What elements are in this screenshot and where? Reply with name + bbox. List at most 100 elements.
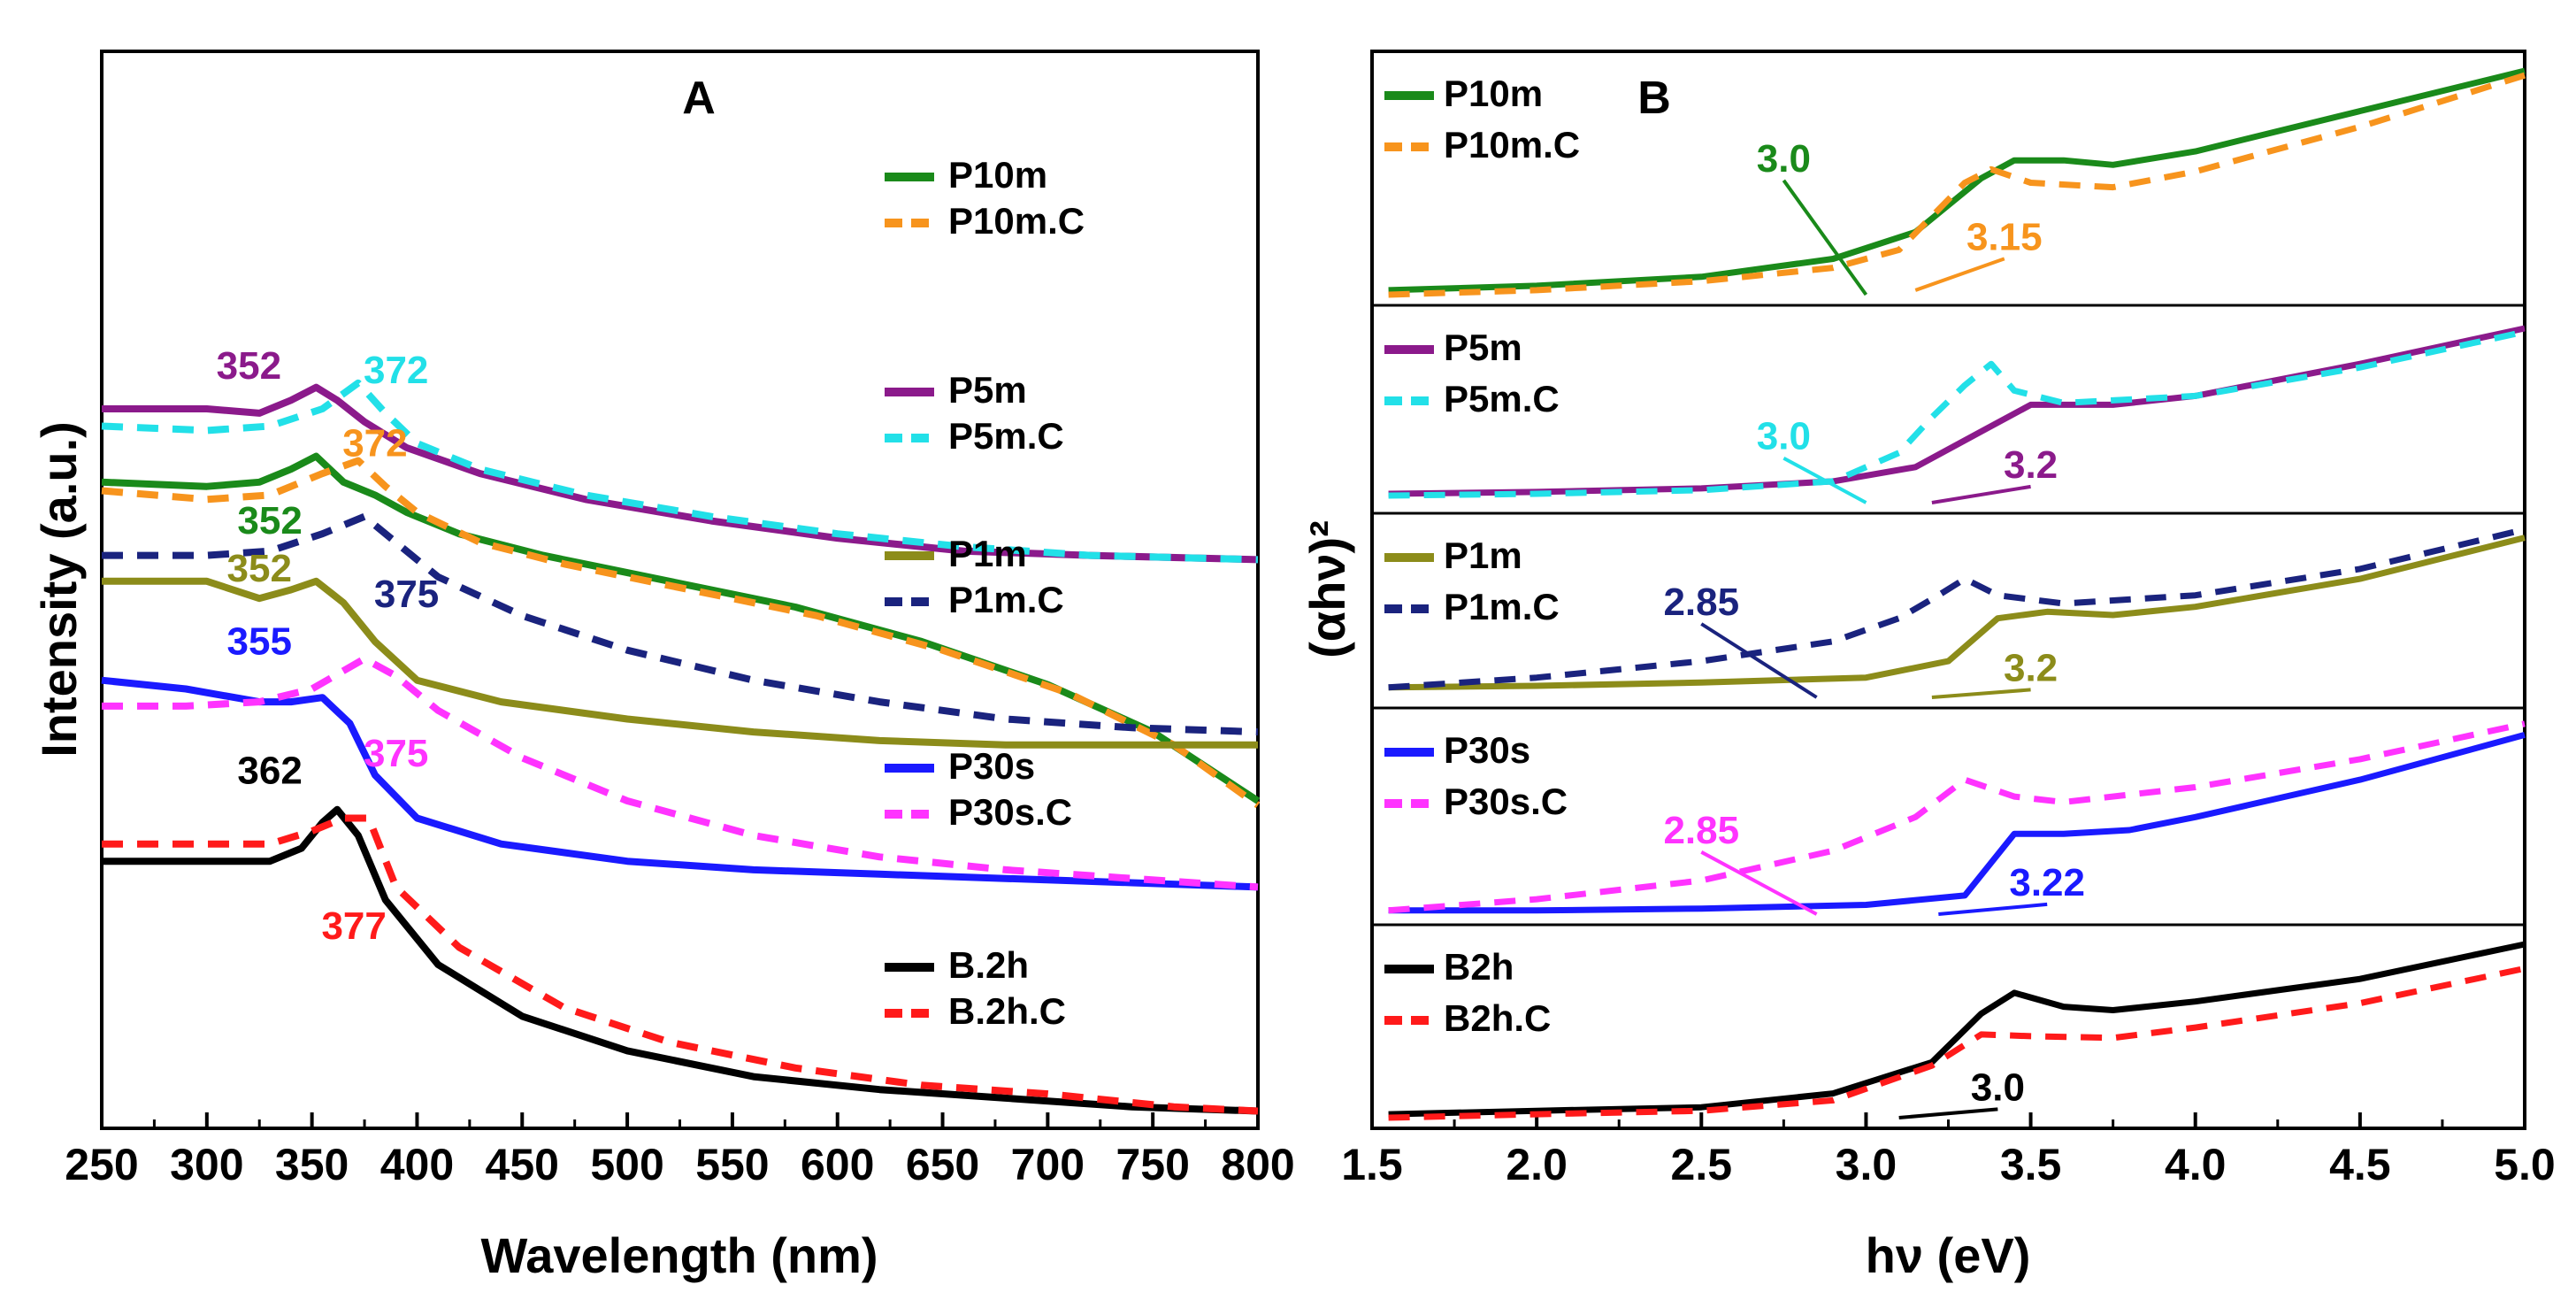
bandgap-arrow: [1782, 179, 1868, 296]
peak-label: 372: [364, 349, 428, 392]
peak-label: 375: [364, 732, 428, 775]
x-tick-label: 250: [65, 1140, 138, 1189]
panel-b-series: [1388, 67, 2526, 1121]
x-tick-label: 500: [590, 1140, 663, 1189]
legend-label-p10m-c: P10m.C: [1444, 124, 1580, 165]
x-tick-label: 300: [170, 1140, 243, 1189]
series-b2h: [1388, 941, 2526, 1118]
panel-b-x-axis-label: hν (eV): [1866, 1227, 2031, 1283]
series-b2h-c: [1388, 965, 2526, 1121]
legend-label-p10m-c: P10m.C: [948, 200, 1085, 242]
panel-b-legend: P10m P10m.C P5m P5m.C P1m P1m.C P30s P30s.C B2h B…: [1384, 73, 1580, 1039]
peak-label: 375: [374, 573, 439, 616]
bandgap-arrow: [1931, 484, 2031, 504]
x-tick-label: 650: [906, 1140, 979, 1189]
bandgap-label: 3.0: [1757, 137, 1811, 181]
legend-label-b2h-c: B2h.C: [1444, 997, 1551, 1039]
legend-label-p5m: P5m: [1444, 327, 1522, 368]
bandgap-label: 3.2: [2004, 443, 2058, 487]
panel-b-title: B: [1637, 73, 1671, 124]
bandgap-arrow: [1700, 622, 1818, 699]
series-p10m-c: [1388, 72, 2526, 298]
bandgap-arrow: [1914, 257, 2005, 292]
panel-a-y-axis-label: Intensity (a.u.): [31, 421, 87, 758]
bandgap-label: 2.85: [1663, 581, 1739, 624]
legend-label-p1m-c: P1m.C: [1444, 586, 1560, 627]
series-p30s-c: [1388, 720, 2526, 914]
x-tick-label: 3.0: [1836, 1140, 1898, 1189]
x-tick-label: 4.0: [2165, 1140, 2227, 1189]
series-p30s: [1388, 732, 2526, 914]
peak-label: 372: [342, 422, 407, 465]
x-tick-label: 1.5: [1341, 1140, 1403, 1189]
legend-label-b-2h-c: B.2h.C: [948, 990, 1066, 1032]
panel-b: 1.5 2.0 2.5 3.0 3.5 4.0 4.5 5.0 3.0 3.15 3.0 3.2 2.…: [1300, 50, 2556, 1283]
x-tick-label: 2.5: [1671, 1140, 1733, 1189]
bandgap-arrow: [1700, 850, 1818, 916]
series-p30s-c: [102, 655, 1259, 891]
legend-label-b2h: B2h: [1444, 946, 1514, 988]
series-p5m-c: [101, 379, 1259, 564]
peak-label: 352: [227, 547, 292, 590]
series-p1m: [102, 577, 1258, 749]
bandgap-label: 3.15: [1966, 215, 2043, 258]
panel-b-annotations: 3.0 3.15 3.0 3.2 2.85 3.2 2.85 3.22 3.0: [1663, 137, 2085, 1119]
panel-b-y-axis-label: (αhν)²: [1300, 520, 1355, 658]
x-tick-label: 450: [486, 1140, 559, 1189]
x-tick-label: 800: [1221, 1140, 1294, 1189]
legend-label-p10m: P10m: [948, 154, 1047, 196]
series-p30s: [101, 676, 1259, 891]
panel-a-series: [101, 379, 1261, 1115]
legend-label-p5m-c: P5m.C: [1444, 378, 1560, 419]
peak-label: 352: [217, 344, 281, 388]
bandgap-label: 2.85: [1663, 809, 1739, 852]
panel-b-x-ticks: 1.5 2.0 2.5 3.0 3.5 4.0 4.5 5.0: [1341, 1112, 2556, 1189]
x-tick-label: 4.5: [2329, 1140, 2391, 1189]
panel-a-title: A: [682, 73, 716, 124]
series-p5m: [102, 383, 1259, 564]
x-tick-label: 700: [1011, 1140, 1085, 1189]
legend-label-p1m: P1m: [1444, 535, 1522, 576]
panel-a: 250 300 350 400 450 500 550 600 650 700 750 800 372…: [31, 50, 1295, 1283]
x-tick-label: 750: [1116, 1140, 1189, 1189]
x-tick-label: 600: [801, 1140, 874, 1189]
bandgap-arrow: [1938, 902, 2048, 916]
bandgap-arrow: [1898, 1107, 1998, 1119]
series-p1m: [1388, 535, 2526, 691]
peak-label: 362: [237, 750, 302, 793]
legend-label-b-2h: B.2h: [948, 944, 1029, 986]
bandgap-label: 3.2: [2004, 646, 2058, 689]
bandgap-label: 3.0: [1971, 1065, 2025, 1109]
x-tick-label: 5.0: [2494, 1140, 2556, 1189]
series-b-2h: [102, 805, 1259, 1115]
bandgap-label: 3.22: [2009, 861, 2085, 904]
legend-label-p5m-c: P5m.C: [948, 415, 1064, 457]
panel-a-x-axis-label: Wavelength (nm): [480, 1227, 878, 1283]
x-tick-label: 400: [380, 1140, 454, 1189]
panel-b-subpanel-dividers: [1372, 304, 2525, 927]
legend-label-p1m: P1m: [948, 533, 1027, 574]
bandgap-label: 3.0: [1757, 415, 1811, 458]
peak-label: 352: [237, 499, 302, 542]
x-tick-label: 3.5: [2000, 1140, 2062, 1189]
bandgap-arrow: [1782, 456, 1867, 504]
panel-a-x-ticks: 250 300 350 400 450 500 550 600 650 700 750 800: [65, 1112, 1295, 1189]
series-p1m-c: [1388, 526, 2526, 691]
series-p10m-c: [101, 457, 1261, 809]
peak-label: 377: [321, 904, 386, 948]
legend-label-p10m: P10m: [1444, 73, 1543, 114]
legend-label-p1m-c: P1m.C: [948, 579, 1064, 620]
legend-label-p5m: P5m: [948, 369, 1027, 411]
legend-label-p30s-c: P30s.C: [1444, 781, 1568, 822]
legend-label-p30s: P30s: [1444, 729, 1530, 771]
x-tick-label: 350: [275, 1140, 349, 1189]
peak-label: 355: [227, 620, 292, 664]
legend-label-p30s-c: P30s.C: [948, 791, 1072, 833]
bandgap-arrow: [1931, 688, 2031, 699]
series-p5m-c: [1388, 328, 2526, 499]
series-p1m-c: [102, 512, 1259, 736]
x-tick-label: 550: [695, 1140, 769, 1189]
legend-label-p30s: P30s: [948, 745, 1035, 787]
